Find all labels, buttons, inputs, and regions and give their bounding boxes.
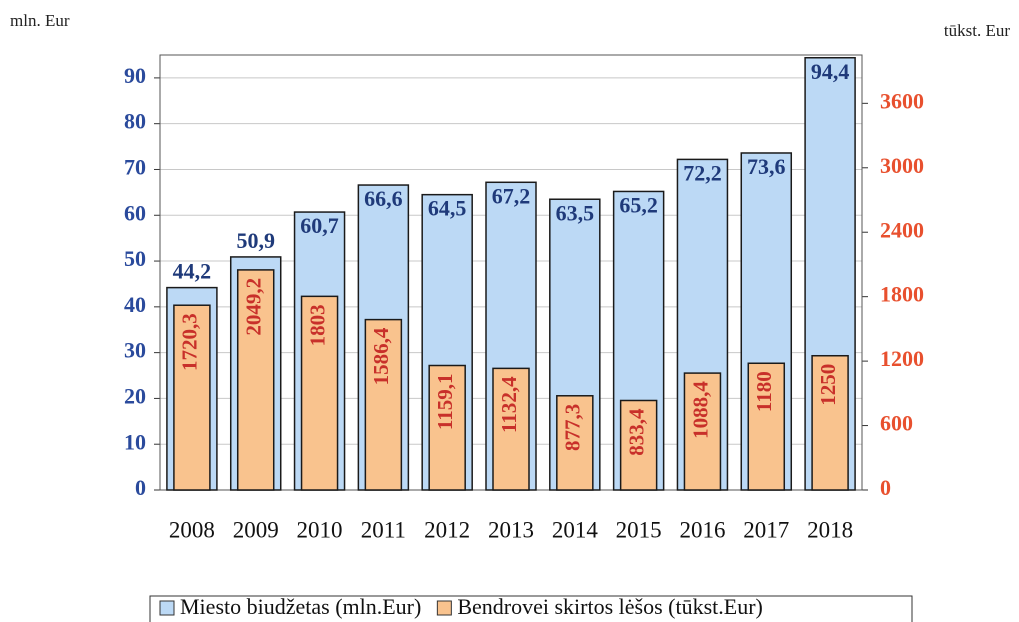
y-tick-label: 40 bbox=[124, 292, 146, 317]
y-tick-label: 30 bbox=[124, 338, 146, 363]
data-label: 1250 bbox=[816, 364, 840, 406]
x-tick-label: 2015 bbox=[616, 517, 662, 542]
x-tick-label: 2011 bbox=[361, 517, 406, 542]
y-tick-label: 20 bbox=[124, 383, 146, 408]
data-label: 67,2 bbox=[492, 183, 531, 208]
y-tick-label: 60 bbox=[124, 200, 146, 225]
data-label: 64,5 bbox=[428, 196, 467, 221]
data-label: 73,6 bbox=[747, 154, 786, 179]
data-label: 60,7 bbox=[300, 213, 339, 238]
y-tick-label: 0 bbox=[135, 475, 146, 500]
x-tick-label: 2018 bbox=[807, 517, 853, 542]
legend-box bbox=[149, 595, 913, 622]
data-label: 833,4 bbox=[624, 408, 648, 456]
y2-tick-label: 1800 bbox=[880, 282, 924, 307]
data-label: 50,9 bbox=[236, 228, 275, 253]
y2-tick-label: 0 bbox=[880, 475, 891, 500]
x-tick-label: 2014 bbox=[552, 517, 599, 542]
data-label: 1088,4 bbox=[688, 381, 712, 439]
x-tick-label: 2013 bbox=[488, 517, 534, 542]
bar bbox=[619, 399, 658, 491]
bar bbox=[364, 318, 403, 491]
y-tick-label: 50 bbox=[124, 246, 146, 271]
y2-axis-title: tūkst. Eur bbox=[944, 21, 1010, 40]
bar bbox=[556, 395, 594, 491]
y2-tick-label: 2400 bbox=[880, 217, 924, 242]
data-label: 72,2 bbox=[683, 160, 722, 185]
y-tick-label: 80 bbox=[124, 109, 146, 134]
data-label: 44,2 bbox=[173, 259, 212, 284]
bar bbox=[300, 295, 339, 491]
legend-label: Miesto biudžetas (mln.Eur) bbox=[180, 594, 421, 619]
data-label: 1720,3 bbox=[178, 313, 202, 371]
data-label: 2049,2 bbox=[242, 278, 266, 336]
bar bbox=[428, 364, 466, 491]
legend-swatch bbox=[436, 600, 452, 616]
bar bbox=[492, 367, 530, 491]
data-label: 1803 bbox=[305, 304, 329, 346]
y-axis-title: mln. Eur bbox=[10, 11, 70, 30]
x-tick-label: 2010 bbox=[297, 517, 343, 542]
y2-tick-label: 3000 bbox=[880, 153, 924, 178]
y2-tick-label: 3600 bbox=[880, 88, 924, 113]
bar bbox=[747, 362, 786, 491]
x-tick-label: 2009 bbox=[233, 517, 279, 542]
data-label: 94,4 bbox=[811, 59, 850, 84]
x-tick-label: 2012 bbox=[424, 517, 470, 542]
data-label: 1132,4 bbox=[497, 376, 521, 433]
data-label: 65,2 bbox=[619, 192, 658, 217]
y-tick-label: 10 bbox=[124, 429, 146, 454]
bar bbox=[173, 304, 211, 491]
legend-swatch bbox=[159, 600, 175, 616]
y-tick-label: 70 bbox=[124, 155, 146, 180]
data-label: 66,6 bbox=[364, 186, 403, 211]
y-tick-label: 90 bbox=[124, 63, 146, 88]
data-label: 1159,1 bbox=[433, 374, 457, 431]
bar bbox=[236, 269, 275, 491]
y2-tick-label: 600 bbox=[880, 411, 913, 436]
bar bbox=[811, 354, 849, 491]
data-label: 1180 bbox=[752, 371, 776, 412]
bar bbox=[683, 372, 722, 491]
x-tick-label: 2016 bbox=[679, 517, 725, 542]
data-label: 877,3 bbox=[561, 404, 585, 451]
x-tick-label: 2008 bbox=[169, 517, 215, 542]
y2-tick-label: 1200 bbox=[880, 346, 924, 371]
x-tick-label: 2017 bbox=[743, 517, 789, 542]
legend-label: Bendrovei skirtos lėšos (tūkst.Eur) bbox=[457, 594, 763, 619]
data-label: 1586,4 bbox=[369, 327, 393, 385]
data-label: 63,5 bbox=[556, 200, 595, 225]
